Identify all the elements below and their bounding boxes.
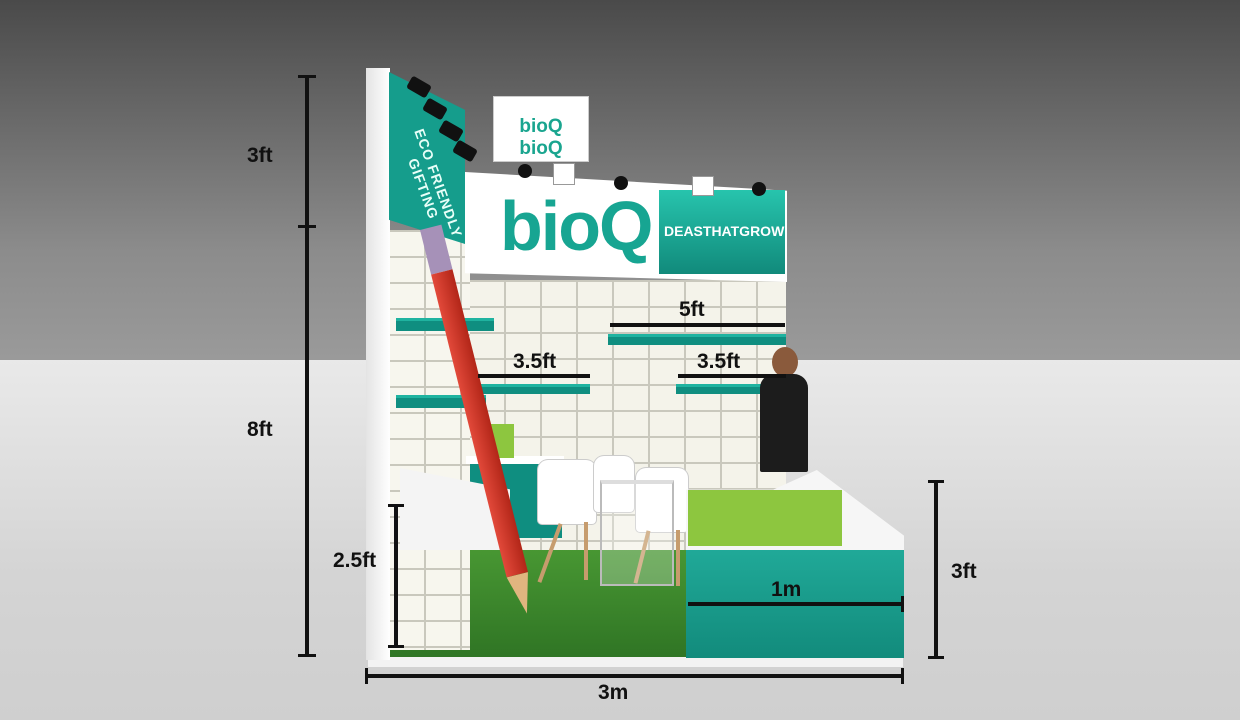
label-shelf-right: 3.5ft	[697, 350, 741, 373]
brand-cube-text: bioQ bioQ	[519, 116, 563, 159]
dim-line-counter-width	[688, 602, 904, 606]
booth-base	[368, 657, 903, 667]
light-box	[553, 163, 575, 185]
shelf-top	[608, 334, 786, 345]
label-booth-width: 3m	[598, 681, 629, 704]
counter-green-panel	[688, 490, 842, 546]
dim-tick	[298, 654, 316, 657]
dim-line-shelf-right	[678, 374, 786, 378]
person-head	[772, 347, 798, 377]
label-counter-width: 1m	[771, 578, 802, 601]
shelf-right	[676, 384, 786, 394]
tagline-panel	[659, 190, 785, 274]
dim-line-wall	[305, 227, 309, 655]
desk-top	[466, 456, 564, 464]
shelf-left	[470, 384, 590, 394]
label-shelf-top: 5ft	[679, 298, 705, 321]
dim-tick	[298, 225, 316, 228]
label-top-height: 3ft	[247, 144, 273, 167]
chair-leg	[584, 522, 588, 580]
spotlight-icon	[614, 176, 628, 190]
dim-tick	[928, 480, 944, 483]
dim-tick	[365, 668, 368, 684]
brand-cube	[493, 96, 589, 162]
dim-tick	[298, 75, 316, 78]
dim-line-desk	[394, 505, 398, 647]
label-wall-height: 8ft	[247, 418, 273, 441]
person-body	[760, 374, 808, 472]
dim-line-shelf-left	[478, 374, 590, 378]
tagline-text: DEASTHATGROW	[664, 223, 785, 239]
spotlight-icon	[518, 164, 532, 178]
label-desk-height: 2.5ft	[333, 549, 377, 572]
label-counter-height: 3ft	[951, 560, 977, 583]
label-shelf-left: 3.5ft	[513, 350, 557, 373]
spotlight-icon	[752, 182, 766, 196]
chair-leg	[676, 530, 680, 586]
dim-tick	[388, 504, 404, 507]
chair	[538, 460, 596, 524]
dim-line-shelf-top	[610, 323, 785, 327]
dim-line-booth-width	[366, 674, 904, 678]
dim-line-top	[305, 76, 309, 226]
dim-tick	[928, 656, 944, 659]
dim-tick	[901, 596, 904, 612]
light-box	[692, 176, 714, 196]
dim-tick	[388, 645, 404, 648]
dim-line-counter	[934, 481, 938, 657]
chair	[636, 468, 688, 532]
main-logo: bioQ	[500, 187, 653, 265]
table	[600, 480, 674, 586]
dim-tick	[901, 668, 904, 684]
left-pillar	[366, 68, 390, 660]
